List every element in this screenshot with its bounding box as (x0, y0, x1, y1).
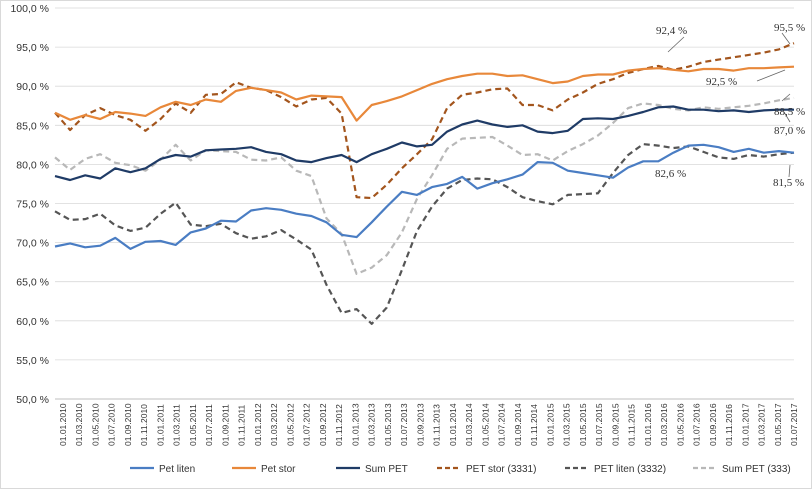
x-tick-label: 01.11.2013 (432, 404, 442, 446)
x-tick-label: 01.01.2013 (350, 403, 360, 446)
x-tick-label: 01.03.2014 (464, 403, 474, 446)
y-tick-label: 80,0 % (16, 159, 49, 171)
legend-label: Pet liten (159, 464, 195, 475)
x-tick-label: 01.01.2010 (58, 403, 68, 446)
y-tick-label: 90,0 % (16, 81, 49, 93)
x-tick-label: 01.05.2011 (188, 404, 198, 446)
x-tick-label: 01.03.2011 (172, 404, 182, 446)
x-tick-label: 01.05.2015 (578, 403, 588, 446)
x-tick-label: 01.09.2010 (123, 403, 133, 446)
x-tick-label: 01.05.2017 (773, 403, 783, 446)
x-tick-label: 01.07.2015 (594, 403, 604, 446)
x-tick-label: 01.09.2012 (318, 403, 328, 446)
annotation-92-5: 92,5 % (706, 76, 737, 88)
y-tick-label: 75,0 % (16, 199, 49, 211)
x-tick-label: 01.07.2010 (107, 403, 117, 446)
y-tick-label: 50,0 % (16, 394, 49, 406)
x-tick-label: 01.11.2014 (529, 404, 539, 446)
y-tick-label: 70,0 % (16, 238, 49, 250)
x-tick-label: 01.11.2016 (724, 404, 734, 446)
x-tick-label: 01.07.2012 (302, 403, 312, 446)
annotation-81-5: 81,5 % (773, 177, 804, 189)
x-tick-label: 01.11.2015 (627, 404, 637, 446)
x-tick-label: 01.05.2014 (480, 403, 490, 446)
x-tick-label: 01.01.2014 (448, 403, 458, 446)
series-line-0 (54, 143, 795, 250)
annotation-88-5: 88,5 % (774, 106, 805, 118)
y-tick-label: 85,0 % (16, 120, 49, 132)
x-tick-label: 01.09.2011 (220, 404, 230, 446)
x-tick-label: 01.09.2015 (610, 403, 620, 446)
legend-label: Sum PET (365, 464, 408, 475)
x-tick-label: 01.07.2011 (204, 404, 214, 446)
legend-label: PET liten (3332) (594, 464, 666, 475)
y-tick-label: 95,0 % (16, 42, 49, 54)
annotation-92-4: 92,4 % (656, 25, 687, 37)
x-tick-label: 01.07.2017 (789, 403, 799, 446)
y-tick-label: 100,0 % (10, 3, 49, 15)
x-tick-label: 01.01.2016 (643, 403, 653, 446)
x-tick-label: 01.11.2012 (334, 404, 344, 446)
annotation-leader-92-4 (667, 36, 685, 53)
x-tick-label: 01.07.2014 (497, 403, 507, 446)
series-line-2 (54, 105, 794, 182)
x-tick-label: 01.07.2013 (399, 403, 409, 446)
annotation-leader-88-5 (781, 93, 791, 102)
y-tick-label: 55,0 % (16, 355, 49, 367)
legend-label: Pet stor (261, 464, 296, 475)
x-tick-label: 01.05.2013 (383, 403, 393, 446)
series-line-1 (54, 65, 795, 122)
annotation-leader-95-5 (781, 32, 791, 45)
y-axis-ticks: 50,0 % 55,0 % 60,0 % 65,0 % 70,0 % 75,0 % 80,0… (10, 3, 49, 406)
x-tick-label: 01.01.2011 (155, 404, 165, 446)
x-tick-label: 01.05.2016 (675, 403, 685, 446)
x-tick-label: 01.07.2016 (692, 403, 702, 446)
series-lines (54, 42, 795, 325)
x-tick-label: 01.05.2010 (90, 403, 100, 446)
x-tick-label: 01.09.2013 (415, 403, 425, 446)
legend-label: PET stor (3331) (466, 464, 536, 475)
x-axis-ticks: 01.01.2010 01.03.2010 01.05.2010 01.07.2010… (58, 403, 799, 446)
x-tick-label: 01.09.2016 (708, 403, 718, 446)
series-line-4 (54, 143, 795, 325)
annotation-leader-92-5 (756, 69, 786, 82)
x-tick-label: 01.11.2010 (139, 404, 149, 446)
legend: Pet liten Pet stor Sum PET PET stor (3331) P… (130, 464, 791, 475)
x-tick-label: 01.03.2017 (757, 403, 767, 446)
x-tick-label: 01.03.2013 (367, 403, 377, 446)
x-tick-label: 01.01.2017 (740, 403, 750, 446)
x-tick-label: 01.01.2015 (545, 403, 555, 446)
x-tick-label: 01.01.2012 (253, 403, 263, 446)
x-tick-label: 01.03.2015 (562, 403, 572, 446)
annotation-leader-81-5 (788, 164, 791, 178)
x-tick-label: 01.11.2011 (237, 404, 247, 446)
series-line-5 (54, 96, 795, 275)
x-tick-label: 01.09.2014 (513, 403, 523, 446)
x-tick-label: 01.03.2012 (269, 403, 279, 446)
x-tick-label: 01.03.2016 (659, 403, 669, 446)
y-tick-label: 60,0 % (16, 316, 49, 328)
gridlines (55, 7, 794, 400)
y-tick-label: 65,0 % (16, 277, 49, 289)
annotation-leader-87-0 (783, 111, 791, 123)
value-annotations: 92,4 % 95,5 % 88,5 % 92,5 % 87,0 % 82,6 … (655, 22, 805, 189)
x-tick-label: 01.03.2010 (74, 403, 84, 446)
annotation-82-6: 82,6 % (655, 168, 686, 180)
annotation-87-0: 87,0 % (774, 125, 805, 137)
x-tick-label: 01.05.2012 (285, 403, 295, 446)
annotation-95-5: 95,5 % (774, 22, 805, 34)
legend-label: Sum PET (333) (722, 464, 791, 475)
